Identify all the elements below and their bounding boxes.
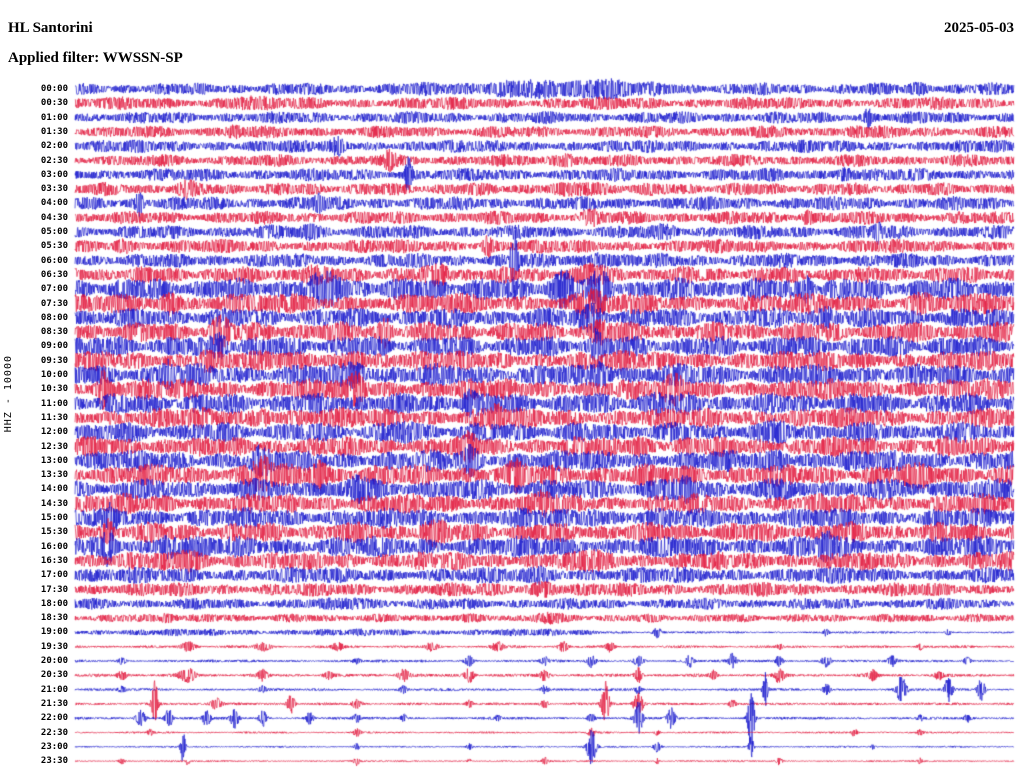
trace-time-label: 23:00 — [40, 741, 68, 752]
trace-time-label: 06:30 — [40, 269, 68, 280]
trace-time-label: 17:00 — [40, 570, 68, 581]
trace-time-label: 00:30 — [40, 98, 68, 109]
trace-time-label: 02:30 — [40, 155, 68, 166]
trace-time-label: 19:30 — [40, 641, 68, 652]
trace-time-label: 06:00 — [40, 255, 68, 266]
trace-time-label: 05:00 — [40, 227, 68, 237]
trace-time-label: 02:00 — [40, 141, 68, 152]
trace-time-label: 15:00 — [40, 513, 68, 523]
trace-time-label: 15:30 — [40, 527, 68, 538]
trace-time-label: 12:00 — [40, 427, 68, 438]
trace-time-label: 08:30 — [40, 327, 68, 338]
trace-time-label: 03:00 — [40, 169, 68, 180]
trace-time-label: 08:00 — [40, 312, 68, 323]
trace-time-label: 11:30 — [40, 412, 68, 423]
trace-time-label: 09:30 — [40, 355, 68, 366]
trace-time-label: 20:00 — [40, 656, 68, 666]
trace-time-label: 10:00 — [40, 370, 68, 380]
trace-time-label: 04:30 — [40, 212, 68, 223]
trace-time-label: 03:30 — [40, 184, 68, 195]
trace-time-label: 01:00 — [40, 112, 68, 123]
trace-time-label: 18:30 — [40, 613, 68, 624]
trace-time-label: 22:30 — [40, 727, 68, 738]
trace-time-label: 19:00 — [40, 627, 68, 638]
trace-time-label: 22:00 — [40, 713, 68, 724]
trace-time-label: 23:30 — [40, 756, 68, 767]
trace-time-label: 13:30 — [40, 470, 68, 481]
trace-time-label: 18:00 — [40, 598, 68, 609]
trace-time-label: 21:00 — [40, 684, 68, 695]
trace-time-label: 07:30 — [40, 298, 68, 309]
trace-time-label: 14:00 — [40, 484, 68, 495]
trace-time-label: 04:00 — [40, 198, 68, 209]
trace-time-label: 05:30 — [40, 241, 68, 252]
date-label: 2025-05-03 — [944, 20, 1014, 36]
station-title: HL Santorini — [8, 20, 93, 36]
trace-time-label: 00:00 — [40, 84, 68, 94]
trace-time-label: 17:30 — [40, 584, 68, 595]
trace-time-label: 16:30 — [40, 555, 68, 566]
trace-time-label: 14:30 — [40, 498, 68, 509]
trace-time-label: 12:30 — [40, 441, 68, 452]
trace-time-label: 09:00 — [40, 341, 68, 352]
trace-time-label: 07:00 — [40, 284, 68, 295]
time-label-column: 00:00 00:30 01:00 01:30 02:00 02:30 03:00 03:30… — [0, 0, 70, 780]
trace-time-label: 01:30 — [40, 126, 68, 137]
trace-time-label: 16:00 — [40, 541, 68, 552]
filter-label: Applied filter: WWSSN-SP — [8, 50, 183, 66]
trace-time-label: 20:30 — [40, 670, 68, 681]
trace-time-label: 11:00 — [40, 398, 68, 409]
y-axis-channel-label: HHZ - 10000 — [3, 355, 14, 433]
trace-time-label: 10:30 — [40, 384, 68, 395]
trace-time-label: 21:30 — [40, 698, 68, 709]
trace-time-label: 13:00 — [40, 455, 68, 466]
